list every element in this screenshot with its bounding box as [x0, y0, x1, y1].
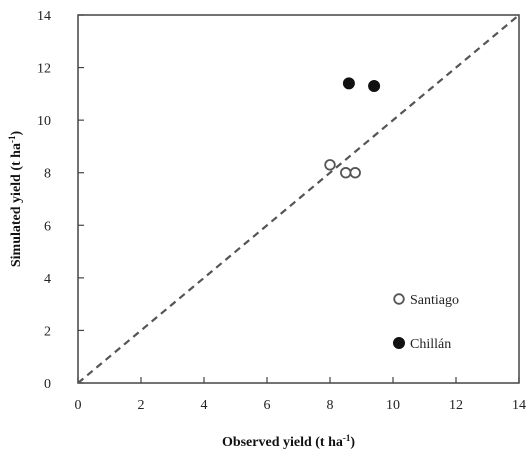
y-tick-label: 8	[44, 167, 51, 182]
x-tick-label: 0	[75, 398, 82, 413]
plot-frame	[77, 14, 520, 384]
y-tick-label: 2	[44, 324, 51, 339]
y-tick-label: 12	[37, 62, 51, 77]
x-tick-label: 4	[201, 398, 208, 413]
x-tick-label: 8	[327, 398, 334, 413]
legend-marker-santiago	[393, 293, 405, 305]
x-axis-ticks: 0 2 4 6 8 10 12 14	[75, 377, 526, 413]
x-axis-title: Observed yield (t ha-1)	[222, 433, 355, 450]
plot-border	[77, 14, 520, 384]
data-points	[324, 77, 381, 179]
legend-label: Santiago	[410, 293, 459, 308]
chillan-point	[368, 79, 381, 92]
reference-line-group	[77, 14, 520, 384]
y-tick-label: 14	[37, 9, 51, 24]
legend-label: Chillán	[410, 337, 451, 352]
y-tick-label: 6	[44, 219, 51, 234]
y-tick-label: 4	[44, 272, 51, 287]
legend: Santiago Chillán	[393, 293, 459, 352]
y-tick-label: 0	[44, 377, 51, 392]
santiago-point	[349, 167, 361, 179]
x-tick-label: 10	[386, 398, 400, 413]
y-tick-label: 10	[37, 114, 51, 129]
x-tick-label: 6	[264, 398, 271, 413]
chillan-point	[342, 77, 355, 90]
legend-marker-chillan	[393, 337, 405, 349]
santiago-point	[340, 167, 352, 179]
x-tick-label: 2	[138, 398, 145, 413]
axis-titles: Observed yield (t ha-1) Simulated yield (…	[7, 131, 355, 450]
santiago-point	[324, 159, 336, 171]
one-to-one-line	[77, 14, 520, 384]
x-tick-label: 14	[512, 398, 526, 413]
x-tick-label: 12	[449, 398, 463, 413]
y-axis-title: Simulated yield (t ha-1)	[7, 131, 24, 268]
y-axis-ticks: 0 2 4 6 8 10 12 14	[37, 9, 84, 392]
